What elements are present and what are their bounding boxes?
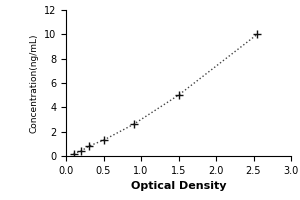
Point [101,139,106,142]
Y-axis label: Concentration(ng/mL): Concentration(ng/mL) [29,33,38,133]
X-axis label: Optical Density: Optical Density [131,181,226,191]
Point [79,150,83,153]
Point [255,33,260,36]
Point [71,152,76,155]
Point [176,94,181,97]
Point [131,123,136,126]
Point [86,145,91,148]
